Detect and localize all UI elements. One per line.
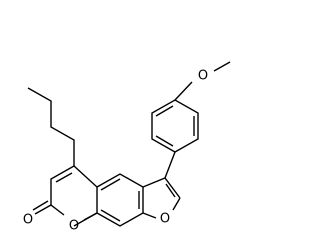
- benzene-ring: [96, 173, 144, 227]
- phenyl-ring: [151, 99, 199, 153]
- atom-label: O: [23, 213, 33, 228]
- butyl-chain: [27, 87, 75, 166]
- carbonyl-double: [32, 200, 49, 211]
- double-bond: [55, 172, 73, 183]
- atom-label: O: [69, 219, 79, 234]
- carbonyl-bond: [34, 204, 52, 215]
- double-bond: [165, 183, 176, 198]
- methyl-bond: [213, 61, 231, 72]
- bond: [172, 197, 181, 211]
- atom-label: O: [160, 212, 170, 227]
- atom-label: O: [198, 69, 208, 84]
- bonds: [27, 61, 231, 227]
- double-bond: [155, 105, 174, 117]
- double-bond: [100, 178, 121, 191]
- double-bond: [155, 135, 174, 147]
- bond: [174, 81, 193, 101]
- bond: [142, 212, 157, 219]
- double-bond: [100, 209, 121, 222]
- bond: [83, 212, 98, 221]
- bond: [164, 151, 176, 179]
- molecule-diagram: O O O O: [23, 61, 231, 234]
